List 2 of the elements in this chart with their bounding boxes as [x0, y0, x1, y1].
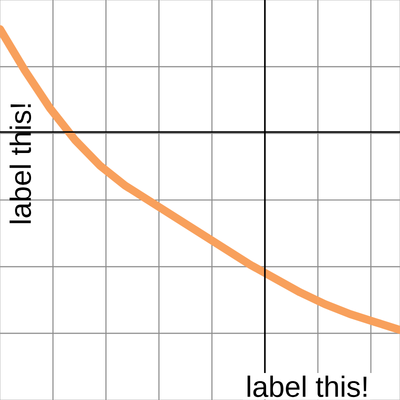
x-axis-title: label this! [248, 376, 366, 398]
y-axis-title: label this! [10, 104, 32, 224]
